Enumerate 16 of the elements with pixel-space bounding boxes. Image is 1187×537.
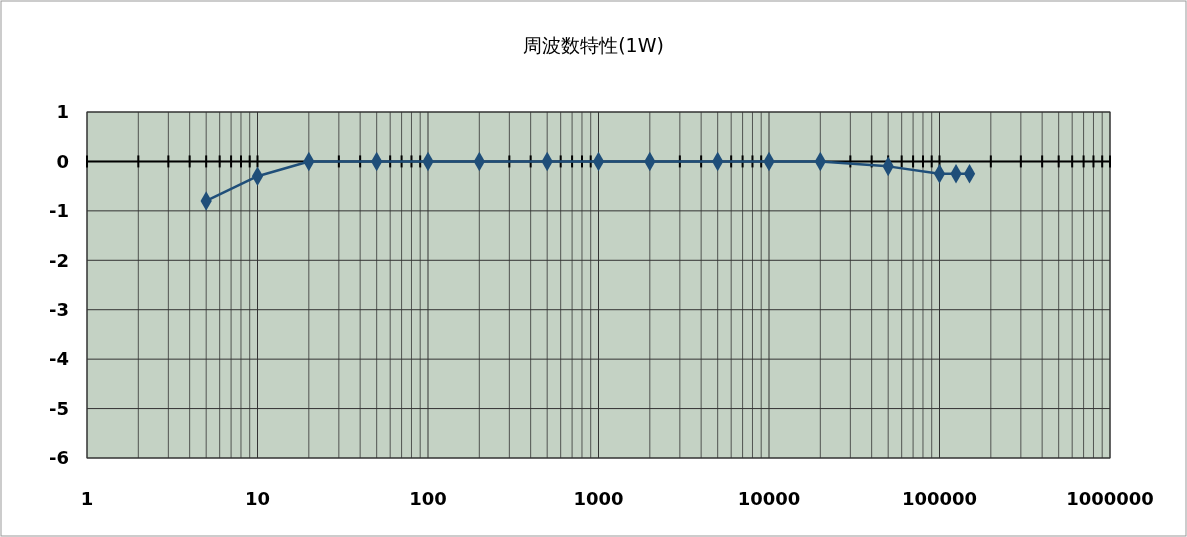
- y-tick-label: -2: [49, 249, 69, 271]
- y-tick-label: -5: [49, 397, 69, 419]
- x-tick-label: 100: [409, 488, 447, 509]
- y-tick-label: -6: [49, 447, 69, 469]
- x-tick-label: 1000: [573, 488, 624, 509]
- chart-title: 周波数特性(1W): [523, 34, 664, 56]
- y-tick-label: -3: [49, 299, 69, 321]
- y-tick-label: -1: [49, 200, 69, 222]
- y-tick-label: 1: [56, 101, 69, 123]
- x-tick-label: 1: [80, 488, 94, 509]
- x-tick-label: 10000: [737, 488, 801, 509]
- x-tick-label: 10: [244, 488, 271, 509]
- y-tick-label: -4: [49, 348, 69, 370]
- x-tick-label: 100000: [901, 488, 978, 509]
- y-tick-label: 0: [56, 150, 69, 172]
- x-tick-label: 1000000: [1066, 488, 1154, 509]
